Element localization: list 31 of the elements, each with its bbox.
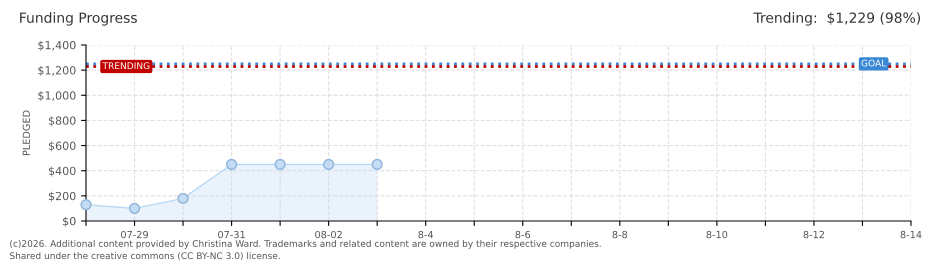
x-tick-label: 8-14	[900, 230, 922, 238]
x-tick-label: 07-31	[218, 230, 245, 238]
y-tick-label: $400	[48, 166, 76, 177]
y-tick-label: $1,000	[38, 91, 76, 102]
y-axis-title: PLEDGED	[22, 110, 30, 156]
ref-line-label: TRENDING	[102, 62, 150, 70]
chart-title: Funding Progress	[20, 12, 137, 26]
x-tick-label: 8-4	[418, 230, 434, 238]
ref-line-label: GOAL	[862, 60, 886, 66]
x-tick-label: 8-12	[804, 230, 824, 238]
point	[128, 202, 140, 214]
point	[274, 158, 286, 170]
point	[323, 158, 334, 170]
text: (c)2026. Additional content provided by Christina Ward. Trademarks and related content are owned by their respective companies.	[10, 240, 601, 249]
point	[226, 158, 238, 170]
text: Trending: $1,229 (98%)	[753, 12, 920, 26]
y-tick-label: $0	[63, 216, 76, 227]
y-tick-label: $1,200	[38, 66, 76, 76]
y-tick-label: $800	[48, 116, 76, 126]
y-tick-label: $1,400	[38, 40, 76, 51]
point	[178, 192, 189, 204]
point	[80, 199, 92, 210]
y-tick-label: $200	[48, 192, 76, 202]
x-tick-label: 07-29	[121, 230, 148, 238]
text: Shared under the creative commons (CC BY-NC 3.0) license.	[10, 252, 280, 260]
x-tick-label: 8-6	[515, 230, 530, 238]
x-tick-label: 8-8	[612, 230, 628, 238]
point	[372, 158, 383, 170]
x-tick-label: 08-02	[315, 230, 342, 238]
x-tick-label: 8-10	[706, 230, 728, 238]
y-tick-label: $600	[48, 141, 76, 152]
